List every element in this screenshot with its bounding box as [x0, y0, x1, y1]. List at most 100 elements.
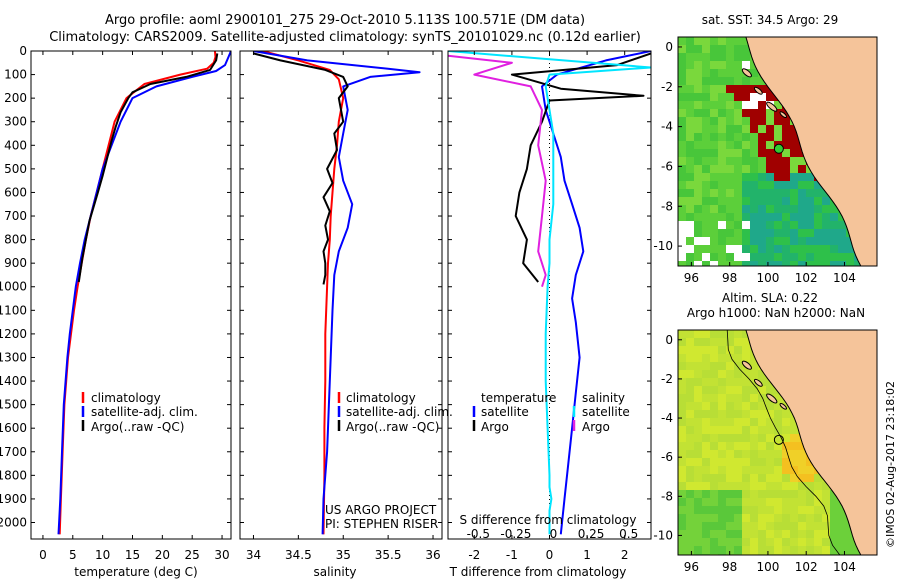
x-tick-label: 35.5 [375, 548, 402, 562]
map-cell [806, 261, 815, 266]
y-tick-label: 1900 [0, 492, 27, 506]
sst-map-title: sat. SST: 34.5 Argo: 29 [702, 13, 839, 27]
map-cell [758, 482, 767, 491]
map-cell [678, 237, 687, 246]
map-cell [806, 253, 815, 262]
map-cell [750, 165, 759, 174]
y-tick-label: -10 [653, 239, 673, 253]
map-cell [838, 514, 847, 523]
map-cell [734, 141, 743, 150]
map-cell [686, 237, 695, 246]
map-cell [734, 109, 743, 118]
map-cell [702, 261, 711, 266]
map-cell [750, 157, 759, 166]
map-cell [750, 197, 759, 206]
map-cell [790, 522, 799, 531]
map-cell [734, 434, 743, 443]
map-cell [678, 101, 687, 110]
map-cell [694, 466, 703, 475]
map-cell [694, 237, 703, 246]
map-cell [734, 85, 743, 94]
map-cell [774, 221, 783, 230]
map-cell [678, 85, 687, 94]
map-cell [726, 354, 735, 363]
map-cell [718, 546, 727, 555]
map-cell [678, 370, 687, 379]
map-cell [726, 173, 735, 182]
map-cell [742, 386, 751, 395]
map-cell [678, 77, 687, 86]
map-cell [734, 149, 743, 158]
map-cell [718, 165, 727, 174]
map-cell [694, 157, 703, 166]
map-cell [750, 117, 759, 126]
x-tick-label: 0 [39, 548, 47, 562]
map-cell [742, 221, 751, 230]
map-cell [694, 426, 703, 435]
series-group [253, 51, 421, 535]
map-cell [758, 189, 767, 198]
map-cell [718, 189, 727, 198]
map-cell [758, 426, 767, 435]
map-cell [710, 410, 719, 419]
map-cell [710, 378, 719, 387]
map-cell [686, 53, 695, 62]
map-cell [822, 245, 831, 254]
map-cell [814, 205, 823, 214]
map-cell [686, 362, 695, 371]
map-cell [750, 61, 759, 70]
map-cell [774, 165, 783, 174]
map-cell [822, 522, 831, 531]
map-cell [814, 530, 823, 539]
x-tick-label: 0 [546, 548, 554, 562]
x-tick-label: 104 [833, 560, 856, 574]
map-cell [758, 434, 767, 443]
map-cell [838, 522, 847, 531]
map-cell [694, 394, 703, 403]
map-cell [718, 61, 727, 70]
map-cell [806, 466, 815, 475]
map-cell [774, 261, 783, 266]
map-cell [694, 109, 703, 118]
map-cell [710, 546, 719, 555]
map-cell [694, 189, 703, 198]
map-cell [798, 474, 807, 483]
map-cell [702, 338, 711, 347]
x-tick-label: -2 [468, 548, 480, 562]
map-cell [742, 261, 751, 266]
map-cell [734, 253, 743, 262]
map-cell [686, 530, 695, 539]
map-cell [774, 506, 783, 515]
map-cell [790, 237, 799, 246]
map-cell [702, 253, 711, 262]
map-cell [702, 37, 711, 46]
map-cell [774, 173, 783, 182]
map-cell [694, 85, 703, 94]
map-cell [750, 514, 759, 523]
map-cell [686, 181, 695, 190]
map-cell [718, 418, 727, 427]
map-cell [814, 197, 823, 206]
map-cell [678, 109, 687, 118]
y-tick-label: 0 [19, 44, 27, 58]
x-tick-label: 2 [621, 548, 629, 562]
map-cell [718, 141, 727, 150]
map-cell [694, 490, 703, 499]
map-cell [734, 346, 743, 355]
legend-label-s-satellite: satellite [582, 405, 630, 419]
land-sumatra [745, 330, 877, 555]
map-cell [678, 125, 687, 134]
map-cell [758, 221, 767, 230]
map-cell [726, 362, 735, 371]
map-cell [798, 442, 807, 451]
map-cell [790, 165, 799, 174]
map-cell [830, 522, 839, 531]
map-cell [694, 205, 703, 214]
map-cell [734, 370, 743, 379]
x-tick-label: -1 [506, 548, 518, 562]
island [766, 393, 778, 404]
map-cell [798, 173, 807, 182]
map-cell [766, 402, 775, 411]
map-cell [766, 157, 775, 166]
map-cell [726, 434, 735, 443]
